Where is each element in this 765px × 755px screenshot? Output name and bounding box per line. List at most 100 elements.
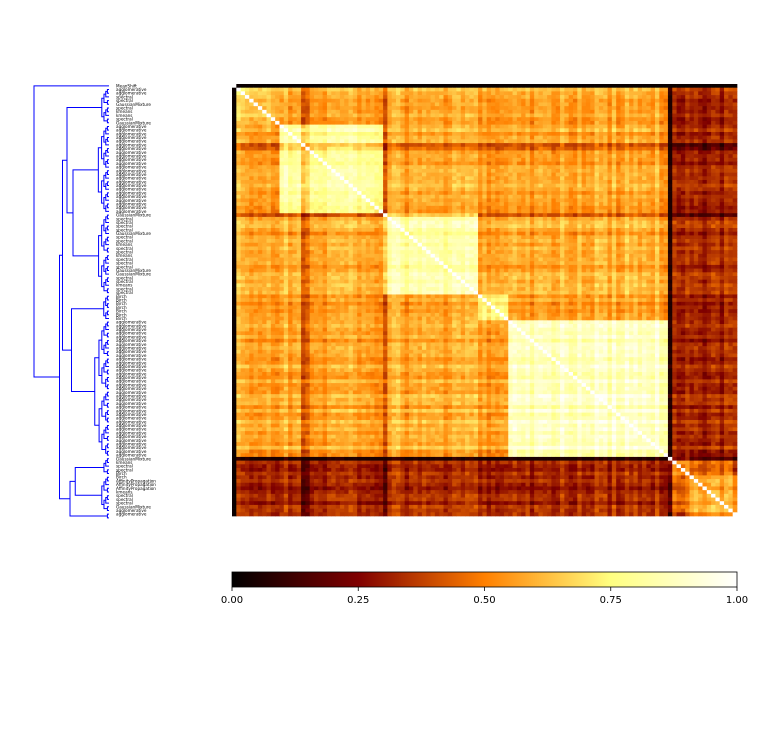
heatmap-cell: [551, 165, 556, 169]
heatmap-cell: [344, 128, 349, 132]
heatmap-cell: [638, 147, 643, 151]
heatmap-cell: [664, 114, 669, 118]
heatmap-cell: [629, 147, 634, 151]
heatmap-cell: [279, 125, 284, 129]
heatmap-cell: [651, 125, 656, 129]
heatmap-cell: [262, 191, 267, 195]
heatmap-cell: [314, 114, 319, 118]
heatmap-cell: [236, 102, 241, 106]
heatmap-cell: [715, 195, 720, 199]
heatmap-cell: [715, 136, 720, 140]
heatmap-cell: [245, 210, 250, 214]
heatmap-cell: [310, 102, 315, 106]
heatmap-cell: [547, 184, 552, 188]
heatmap-cell: [513, 228, 518, 232]
heatmap-cell: [236, 176, 241, 180]
heatmap-cell: [344, 150, 349, 154]
heatmap-cell: [284, 114, 289, 118]
heatmap-cell: [361, 99, 366, 103]
heatmap-cell: [456, 99, 461, 103]
heatmap-cell: [677, 143, 682, 147]
heatmap-cell: [612, 158, 617, 162]
dendrogram-link: [107, 370, 109, 374]
heatmap-cell: [448, 150, 453, 154]
heatmap-cell: [323, 110, 328, 114]
heatmap-cell: [232, 162, 237, 166]
heatmap-cell: [262, 180, 267, 184]
heatmap-cell: [245, 128, 250, 132]
heatmap-cell: [538, 132, 543, 136]
heatmap-cell: [577, 143, 582, 147]
heatmap-cell: [625, 147, 630, 151]
heatmap-cell: [711, 102, 716, 106]
heatmap-cell: [279, 187, 284, 191]
heatmap-cell: [495, 154, 500, 158]
heatmap-cell: [733, 139, 738, 143]
heatmap-cell: [586, 139, 591, 143]
heatmap-cell: [646, 88, 651, 92]
heatmap-cell: [534, 195, 539, 199]
heatmap-cell: [461, 147, 466, 151]
heatmap-cell: [513, 143, 518, 147]
heatmap-cell: [327, 125, 332, 129]
heatmap-cell: [456, 162, 461, 166]
heatmap-cell: [370, 117, 375, 121]
heatmap-cell: [370, 213, 375, 217]
heatmap-cell: [586, 158, 591, 162]
heatmap-cell: [538, 206, 543, 210]
heatmap-cell: [452, 91, 457, 95]
heatmap-cell: [469, 210, 474, 214]
heatmap-cell: [305, 102, 310, 106]
heatmap-cell: [495, 91, 500, 95]
heatmap-cell: [439, 191, 444, 195]
heatmap-cell: [482, 154, 487, 158]
heatmap-cell: [543, 180, 548, 184]
heatmap-cell: [724, 95, 729, 99]
heatmap-cell: [383, 102, 388, 106]
heatmap-cell: [702, 202, 707, 206]
heatmap-cell: [672, 136, 677, 140]
heatmap-cell: [469, 198, 474, 202]
heatmap-cell: [232, 202, 237, 206]
heatmap-cell: [629, 110, 634, 114]
heatmap-cell: [590, 195, 595, 199]
heatmap-cell: [582, 106, 587, 110]
heatmap-cell: [612, 184, 617, 188]
heatmap-cell: [327, 158, 332, 162]
heatmap-cell: [405, 84, 410, 88]
heatmap-cell: [655, 198, 660, 202]
heatmap-cell: [508, 125, 513, 129]
heatmap-cell: [560, 213, 565, 217]
heatmap-cell: [733, 121, 738, 125]
heatmap-cell: [349, 136, 354, 140]
heatmap-cell: [426, 154, 431, 158]
heatmap-cell: [275, 224, 280, 228]
heatmap-cell: [508, 210, 513, 214]
heatmap-cell: [327, 121, 332, 125]
heatmap-cell: [508, 180, 513, 184]
heatmap-cell: [534, 139, 539, 143]
heatmap-cell: [560, 198, 565, 202]
heatmap-cell: [297, 106, 302, 110]
heatmap-cell: [608, 198, 613, 202]
heatmap-cell: [538, 136, 543, 140]
heatmap-cell: [625, 114, 630, 118]
heatmap-cell: [361, 213, 366, 217]
heatmap-cell: [374, 110, 379, 114]
heatmap-cell: [262, 210, 267, 214]
heatmap-cell: [288, 210, 293, 214]
heatmap-cell: [711, 187, 716, 191]
heatmap-cell: [543, 158, 548, 162]
heatmap-cell: [431, 187, 436, 191]
heatmap-cell: [569, 180, 574, 184]
heatmap-cell: [547, 114, 552, 118]
heatmap-cell: [491, 106, 496, 110]
heatmap-cell: [513, 187, 518, 191]
heatmap-cell: [279, 165, 284, 169]
heatmap-cell: [629, 91, 634, 95]
heatmap-cell: [405, 217, 410, 221]
heatmap-cell: [620, 125, 625, 129]
heatmap-cell: [297, 173, 302, 177]
heatmap-cell: [655, 206, 660, 210]
heatmap-cell: [659, 102, 664, 106]
